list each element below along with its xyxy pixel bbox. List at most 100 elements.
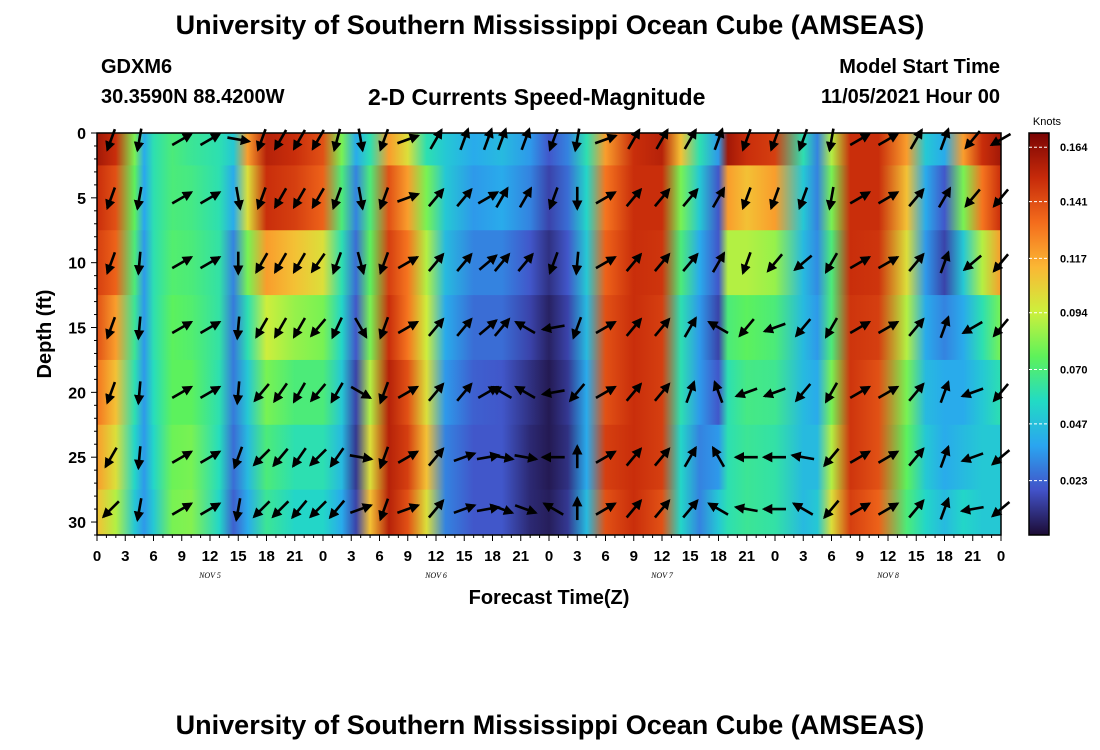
current-vector (456, 252, 473, 272)
current-vector (495, 186, 509, 209)
x-tick-label: 0 (997, 548, 1005, 565)
current-vector (171, 191, 194, 205)
current-vector (397, 450, 420, 464)
current-vector (255, 317, 269, 339)
current-vector (707, 320, 729, 335)
current-vector (849, 502, 872, 516)
colorbar-tick-label: 0.094 (1060, 308, 1088, 320)
current-vector (908, 187, 925, 208)
x-tick-label: 0 (93, 548, 101, 565)
current-vector (331, 316, 343, 340)
current-vector (571, 316, 583, 340)
y-tick-label: 20 (68, 385, 86, 402)
current-vector (762, 387, 786, 399)
x-tick-label: 0 (545, 548, 553, 565)
current-vector (456, 187, 473, 208)
current-vector (625, 187, 643, 208)
current-vector (331, 187, 343, 211)
current-vector (105, 381, 117, 405)
current-vector (682, 252, 699, 272)
current-vector (292, 187, 307, 210)
current-vector (685, 380, 697, 404)
x-tick-label: 9 (630, 548, 638, 565)
current-vector (849, 256, 872, 270)
current-vector (791, 502, 814, 516)
current-vector (653, 447, 671, 467)
current-speed-chart: 0 3 6 9 12 15 18 21 0 3 6 9 12 15 18 21 0 3 6 9 12 15 18 21 0 3 6 9… (34, 116, 1088, 609)
current-vector (349, 452, 374, 463)
current-vector (456, 317, 473, 337)
current-vector (849, 320, 872, 335)
current-vector (824, 252, 839, 275)
current-vector (133, 446, 145, 471)
current-vector (711, 186, 726, 209)
current-vector (378, 251, 390, 275)
current-vector (227, 134, 252, 146)
day-label: NOV 7 (650, 571, 674, 580)
colorbar-tick-label: 0.047 (1060, 419, 1088, 431)
day-label: NOV 6 (424, 571, 447, 580)
x-tick-label: 3 (347, 548, 355, 565)
current-vector (328, 499, 346, 520)
current-vector (964, 130, 981, 150)
x-tick-label: 0 (319, 548, 327, 565)
current-vector (849, 450, 872, 464)
current-vector (133, 498, 145, 522)
x-tick-label: 9 (178, 548, 186, 565)
speed-band (97, 489, 1001, 536)
station-coordinates: 30.3590N 88.4200W (101, 86, 285, 108)
current-vector (427, 187, 445, 208)
day-label: NOV 8 (876, 571, 899, 580)
current-vector (547, 187, 559, 211)
current-vector (199, 132, 222, 147)
current-vector (653, 187, 671, 208)
model-start-value: 11/05/2021 Hour 00 (820, 86, 1000, 108)
current-vector (396, 503, 421, 515)
current-vector (877, 191, 900, 205)
station-id: GDXM6 (101, 56, 173, 78)
current-vector (734, 387, 758, 399)
current-vector (427, 382, 445, 402)
current-vector (683, 316, 697, 338)
current-vector (292, 382, 307, 404)
current-vector (962, 254, 983, 272)
current-vector (292, 317, 307, 339)
current-vector (397, 385, 420, 399)
current-vector (682, 187, 699, 208)
current-vector (514, 504, 538, 515)
current-vector (964, 188, 981, 208)
colorbar: Knots 0.164 0.141 0.117 0.094 0.070 0.047 0.023 (1028, 116, 1088, 536)
current-vector (378, 381, 390, 405)
current-vector (490, 385, 513, 399)
x-tick-label: 12 (880, 548, 897, 565)
speed-heatmap (97, 133, 1001, 536)
axes: 0 3 6 9 12 15 18 21 0 3 6 9 12 15 18 21 0 3 6 9 12 15 18 21 0 3 6 9… (34, 126, 1005, 609)
current-vector (493, 252, 511, 272)
current-vector (309, 383, 327, 403)
current-vector (273, 317, 288, 339)
current-vector (453, 451, 477, 463)
current-vector (356, 251, 367, 276)
current-vector (625, 447, 643, 467)
current-vector (255, 252, 269, 275)
x-tick-label: 21 (286, 548, 303, 565)
current-vector (329, 447, 345, 468)
y-tick-label: 5 (77, 191, 86, 208)
current-vector (232, 381, 244, 406)
current-vector (547, 251, 559, 275)
current-vector (877, 256, 900, 270)
model-start-label: Model Start Time (839, 56, 1000, 78)
x-tick-label: 21 (512, 548, 529, 565)
current-vector (252, 500, 271, 519)
current-vector (171, 320, 194, 335)
current-vector (740, 251, 752, 275)
x-tick-label: 15 (456, 548, 473, 565)
current-vector (453, 503, 477, 515)
current-vector (960, 387, 984, 399)
current-vector (939, 250, 951, 274)
current-vector (540, 387, 565, 398)
y-tick-label: 10 (68, 256, 86, 273)
current-vector (133, 186, 145, 211)
current-vector (253, 383, 270, 403)
current-vector (540, 322, 565, 334)
